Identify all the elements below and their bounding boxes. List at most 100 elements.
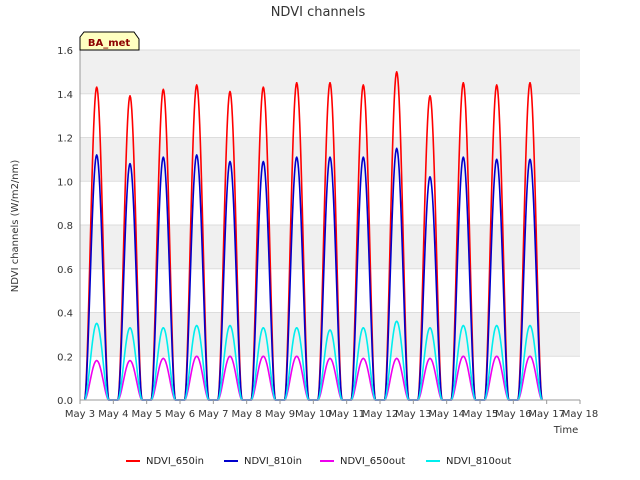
y-axis-label: NDVI channels (W/m2/nm) — [10, 160, 21, 293]
x-tick-label: May 16 — [495, 409, 532, 420]
peak-point-ndvi_810in — [295, 156, 298, 158]
peak-point-ndvi_650in — [362, 84, 365, 86]
peak-point-ndvi_650in — [162, 88, 165, 91]
peak-point-ndvi_650in — [295, 82, 298, 84]
peak-point-ndvi_810out — [195, 324, 198, 327]
peak-point-ndvi_810out — [129, 327, 131, 329]
peak-point-ndvi_810in — [529, 158, 531, 161]
peak-point-ndvi_650out — [295, 355, 298, 358]
y-axis-ticks: 0.0 0.2 0.4 0.6 0.8 1.0 1.2 1.4 1.6 — [57, 46, 73, 407]
peak-point-ndvi_810in — [195, 154, 198, 156]
x-tick-label: May 7 — [198, 409, 228, 420]
peak-point-ndvi_810in — [262, 160, 265, 163]
x-tick-label: May 4 — [98, 409, 128, 420]
peak-point-ndvi_810in — [229, 160, 231, 163]
peak-point-ndvi_650in — [129, 95, 131, 97]
x-tick-label: May 14 — [428, 409, 465, 420]
x-tick-label: May 11 — [328, 409, 365, 420]
peak-point-ndvi_810out — [262, 327, 265, 329]
peak-point-ndvi_650in — [262, 86, 265, 88]
y-tick-label: 1.0 — [57, 177, 73, 188]
peak-point-ndvi_650in — [229, 90, 231, 93]
y-tick-label: 1.4 — [57, 90, 73, 101]
x-axis-label: Time — [553, 425, 578, 436]
peak-point-ndvi_810out — [362, 327, 365, 329]
peak-point-ndvi_810in — [495, 158, 498, 161]
peak-point-ndvi_650in — [95, 86, 98, 88]
peak-point-ndvi_810out — [295, 327, 298, 329]
peak-point-ndvi_650out — [129, 359, 131, 362]
x-tick-label: May 9 — [265, 409, 295, 420]
x-tick-label: May 3 — [65, 409, 95, 420]
x-tick-label: May 12 — [362, 409, 399, 420]
plot-band — [80, 50, 580, 94]
peak-point-ndvi_650out — [162, 357, 165, 360]
peak-point-ndvi_810out — [395, 320, 398, 323]
legend-item-ndvi_810in: NDVI_810in — [224, 456, 302, 467]
plot-band — [80, 225, 580, 269]
peak-point-ndvi_650out — [262, 355, 265, 358]
x-tick-label: May 15 — [462, 409, 499, 420]
y-tick-label: 0.2 — [57, 352, 73, 363]
x-tick-label: May 5 — [132, 409, 162, 420]
peak-point-ndvi_810in — [162, 156, 165, 158]
peak-point-ndvi_810in — [329, 156, 331, 158]
y-tick-label: 0.0 — [57, 396, 73, 407]
chart-title: NDVI channels — [271, 5, 366, 20]
peak-point-ndvi_810in — [462, 156, 465, 158]
legend-item-ndvi_650out: NDVI_650out — [320, 456, 405, 467]
peak-point-ndvi_650out — [395, 357, 398, 360]
x-tick-label: May 10 — [295, 409, 332, 420]
axes — [79, 50, 580, 401]
peak-point-ndvi_810in — [95, 154, 98, 156]
y-tick-label: 1.6 — [57, 46, 73, 57]
y-tick-label: 1.2 — [57, 134, 73, 145]
x-axis-ticks: May 3 May 4 May 5 May 6 May 7 May 8 May 9 May 1… — [65, 400, 598, 420]
plot-band — [80, 312, 580, 357]
legend-item-ndvi_810out: NDVI_810out — [426, 456, 511, 467]
x-tick-label: May 13 — [395, 409, 432, 420]
peak-point-ndvi_810out — [229, 324, 231, 327]
peak-point-ndvi_650out — [329, 357, 331, 360]
legend-label: NDVI_810in — [244, 456, 302, 467]
station-badge: BA_met — [79, 31, 140, 51]
legend-label: NDVI_810out — [446, 456, 511, 467]
y-tick-label: 0.4 — [57, 309, 73, 320]
peak-point-ndvi_650out — [462, 355, 465, 358]
legend-label: NDVI_650in — [146, 456, 204, 467]
peak-point-ndvi_810out — [429, 327, 431, 329]
peak-point-ndvi_650out — [95, 359, 98, 362]
peak-point-ndvi_650out — [495, 355, 498, 358]
peak-point-ndvi_650in — [529, 82, 531, 84]
peak-point-ndvi_650in — [195, 84, 198, 86]
peak-point-ndvi_650in — [462, 82, 465, 84]
peak-point-ndvi_810in — [429, 176, 431, 178]
station-badge-label: BA_met — [88, 38, 131, 49]
peak-point-ndvi_810in — [362, 156, 365, 158]
x-tick-label: May 8 — [232, 409, 262, 420]
x-tick-label: May 18 — [562, 409, 599, 420]
peak-point-ndvi_650in — [429, 95, 431, 97]
peak-point-ndvi_810out — [95, 322, 98, 325]
peak-point-ndvi_810in — [129, 162, 131, 165]
x-tick-label: May 6 — [165, 409, 195, 420]
peak-point-ndvi_810out — [462, 324, 465, 327]
peak-point-ndvi_650in — [495, 84, 498, 86]
peak-point-ndvi_650out — [529, 355, 531, 358]
peak-point-ndvi_650out — [229, 355, 231, 358]
legend-label: NDVI_650out — [340, 456, 405, 467]
peak-point-ndvi_810out — [329, 329, 331, 331]
peak-point-ndvi_650out — [362, 357, 365, 360]
peak-point-ndvi_810in — [395, 147, 398, 150]
peak-point-ndvi_810out — [495, 324, 498, 327]
y-tick-label: 0.6 — [57, 265, 73, 276]
peak-point-ndvi_650out — [429, 357, 431, 360]
peak-point-ndvi_810out — [162, 327, 165, 329]
peak-point-ndvi_650in — [395, 71, 398, 73]
x-tick-label: May 17 — [528, 409, 565, 420]
peak-point-ndvi_810out — [529, 324, 531, 327]
y-tick-label: 0.8 — [57, 221, 73, 232]
legend-item-ndvi_650in: NDVI_650in — [126, 456, 204, 467]
legend: NDVI_650in NDVI_810in NDVI_650out NDVI_810o… — [126, 456, 511, 467]
